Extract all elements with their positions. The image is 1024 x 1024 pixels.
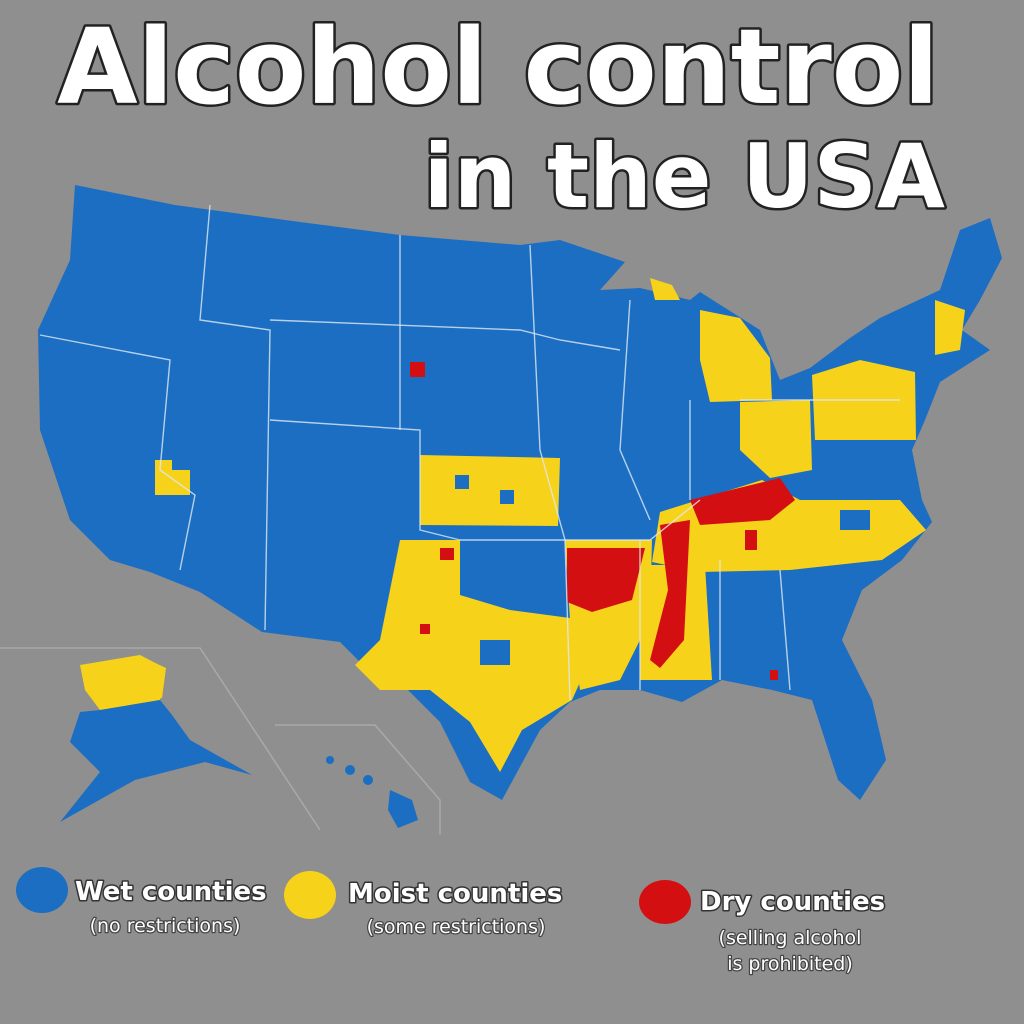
island	[388, 790, 418, 828]
state-border	[619, 299, 900, 521]
dry-area	[745, 530, 757, 550]
moist-area	[700, 310, 772, 402]
legend-label: Dry counties	[700, 887, 885, 917]
alaska	[60, 700, 252, 822]
island	[345, 765, 355, 775]
state-border	[639, 540, 791, 691]
legend-swatch	[639, 880, 691, 924]
legend-note: (some restrictions)	[367, 916, 546, 938]
legend-label: Moist counties	[348, 879, 562, 909]
state-border	[529, 244, 571, 701]
dry-regions	[410, 362, 795, 680]
wet-holes	[455, 475, 870, 665]
dry-area	[650, 520, 690, 668]
moist-area	[420, 455, 560, 526]
legend-note: is prohibited)	[727, 953, 853, 975]
state-border	[269, 419, 461, 541]
wet-area	[500, 490, 514, 504]
island	[363, 775, 373, 785]
dry-area	[567, 548, 645, 612]
hawaii	[326, 756, 418, 828]
legend-swatch	[16, 867, 68, 913]
island	[326, 756, 334, 764]
moist-area	[935, 300, 965, 355]
moist-area	[740, 400, 812, 478]
dry-area	[420, 624, 430, 634]
alaska-moist	[82, 656, 166, 708]
moist-area	[650, 278, 680, 300]
inset-frame	[275, 724, 441, 835]
legend-swatch	[284, 871, 336, 919]
moist-area	[155, 460, 190, 495]
title-line-1: Alcohol control	[57, 6, 939, 128]
state-border	[39, 334, 196, 571]
moist-area	[355, 540, 590, 772]
wet-area	[840, 510, 870, 530]
dry-area	[770, 670, 778, 680]
legend-label: Wet counties	[75, 877, 267, 907]
dry-area	[690, 478, 795, 525]
legend-note: (selling alcohol	[719, 927, 862, 949]
inset-frame	[0, 647, 321, 831]
state-border	[199, 204, 271, 631]
dry-area	[440, 548, 454, 560]
wet-area	[480, 640, 510, 665]
legend-note: (no restrictions)	[90, 915, 241, 937]
wet-area	[720, 610, 750, 650]
wet-area	[455, 475, 469, 489]
dry-area	[410, 362, 425, 377]
title-line-2: in the USA	[424, 125, 945, 228]
state-border	[269, 319, 621, 351]
legend: Wet counties (no restrictions) Moist cou…	[16, 867, 887, 976]
state-borders	[39, 204, 900, 701]
state-border	[460, 499, 701, 541]
